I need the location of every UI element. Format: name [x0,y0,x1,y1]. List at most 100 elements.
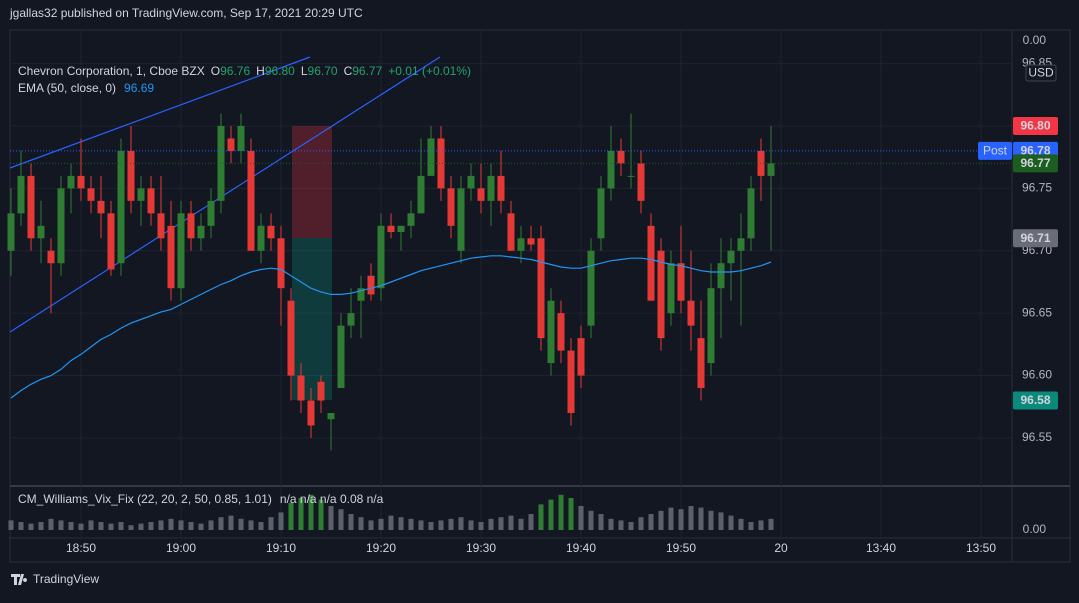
price-marker-label: 96.80 [1020,119,1050,133]
candle-body [307,400,315,426]
indicator-bar [688,506,694,530]
indicator-bar [278,512,284,530]
indicator-bar [628,522,634,530]
candle-body [577,338,585,376]
candle-body [227,138,235,151]
candle-body [147,188,155,214]
indicator-bar [408,518,414,530]
candle-body [557,313,565,351]
candle-body [67,175,75,189]
indicator-bar [118,522,124,530]
candle-body [207,200,215,226]
indicator-bar [78,523,84,530]
candle-body [157,213,165,239]
candle-body [177,213,185,289]
indicator-bar [648,514,654,530]
candle-body [337,325,345,389]
candle-body [467,175,475,189]
candle-body [717,263,725,289]
trend-line [9,56,311,169]
candle-body [27,175,35,239]
candle-body [597,188,605,239]
price-marker [1013,116,1058,135]
candle-body [347,313,355,326]
y-tick-label: 96.65 [1022,305,1052,319]
candle-body [447,188,455,226]
candle-body [117,150,125,264]
indicator-bar [358,517,364,530]
candle-body [587,250,595,326]
ohlc-value: 96.70 [308,64,338,78]
ohlc-key: L [301,64,308,78]
legend-ohlc: Chevron Corporation, 1, Cboe BZX O96.76 H9… [18,64,471,78]
indicator-bar [478,522,484,530]
y-tick-label: 96.75 [1022,181,1052,195]
indicator-bar [188,522,194,530]
candle-body [567,350,575,413]
indicator-tick-label: 0.00 [1023,522,1047,536]
indicator-bar [208,520,214,530]
candle-body [87,188,95,201]
indicator-bar [598,514,604,530]
indicator-bar [128,525,134,530]
legend-ema: EMA (50, close, 0) 96.69 [18,81,154,95]
indicator-bar [238,518,244,530]
indicator-bar [768,518,774,530]
candle-body [657,250,665,339]
indicator-bar [558,494,564,530]
indicator-bar [458,517,464,530]
indicator-bar [658,510,664,530]
candle-body [727,250,735,264]
candle-body [97,200,105,214]
candle-body [277,238,285,289]
top-scale-label: 0.00 [1023,33,1047,47]
candle-body [527,238,535,245]
candle-body [607,150,615,189]
indicator-bar [98,522,104,530]
candle-body [767,163,775,176]
x-tick-label: 18:50 [66,541,96,555]
ohlc-key: C [344,64,353,78]
indicator-bar [68,522,74,530]
indicator-bar [428,522,434,530]
candle-body [167,225,175,289]
price-markers: 96.80 96.78 Post 96.77 96.71 96.58 [978,116,1058,410]
indicator-bar [728,515,734,530]
indicator-bar [498,517,504,530]
indicator-bar [38,522,44,530]
indicator-bar [158,520,164,530]
legend-indicator: CM_Williams_Vix_Fix (22, 20, 2, 50, 0.85… [18,492,384,506]
price-marker-label: 96.71 [1020,231,1050,245]
indicator-bar [28,523,34,530]
x-tick-label: 13:50 [966,541,996,555]
x-tick-label: 20 [774,541,788,555]
candle-body [237,125,245,151]
candle-body [497,175,505,201]
candle-body [627,175,635,177]
trend-line [9,56,441,333]
chart-frame [9,29,1071,563]
indicator-bar [58,520,64,530]
x-tick-label: 19:50 [666,541,696,555]
ohlc-value: 96.80 [265,64,295,78]
indicator-bar [448,518,454,530]
candle-body [387,225,395,233]
candle-body [617,150,625,164]
candle-body [37,225,45,239]
candle-body [47,250,55,264]
currency: USD [1028,66,1054,80]
price-marker [1013,229,1058,248]
indicator-bar [638,517,644,530]
indicator-bar [248,520,254,530]
x-tick-label: 19:00 [166,541,196,555]
price-marker-tag [978,141,1012,160]
indicator-bar [298,498,304,530]
plot-area [7,113,1012,530]
ema-line [10,255,772,399]
ohlc-key: O [211,64,220,78]
indicator-bar [468,520,474,530]
indicator-bar [438,520,444,530]
candle-body [427,138,435,176]
candle-body [287,300,295,376]
candle-body [367,275,375,295]
